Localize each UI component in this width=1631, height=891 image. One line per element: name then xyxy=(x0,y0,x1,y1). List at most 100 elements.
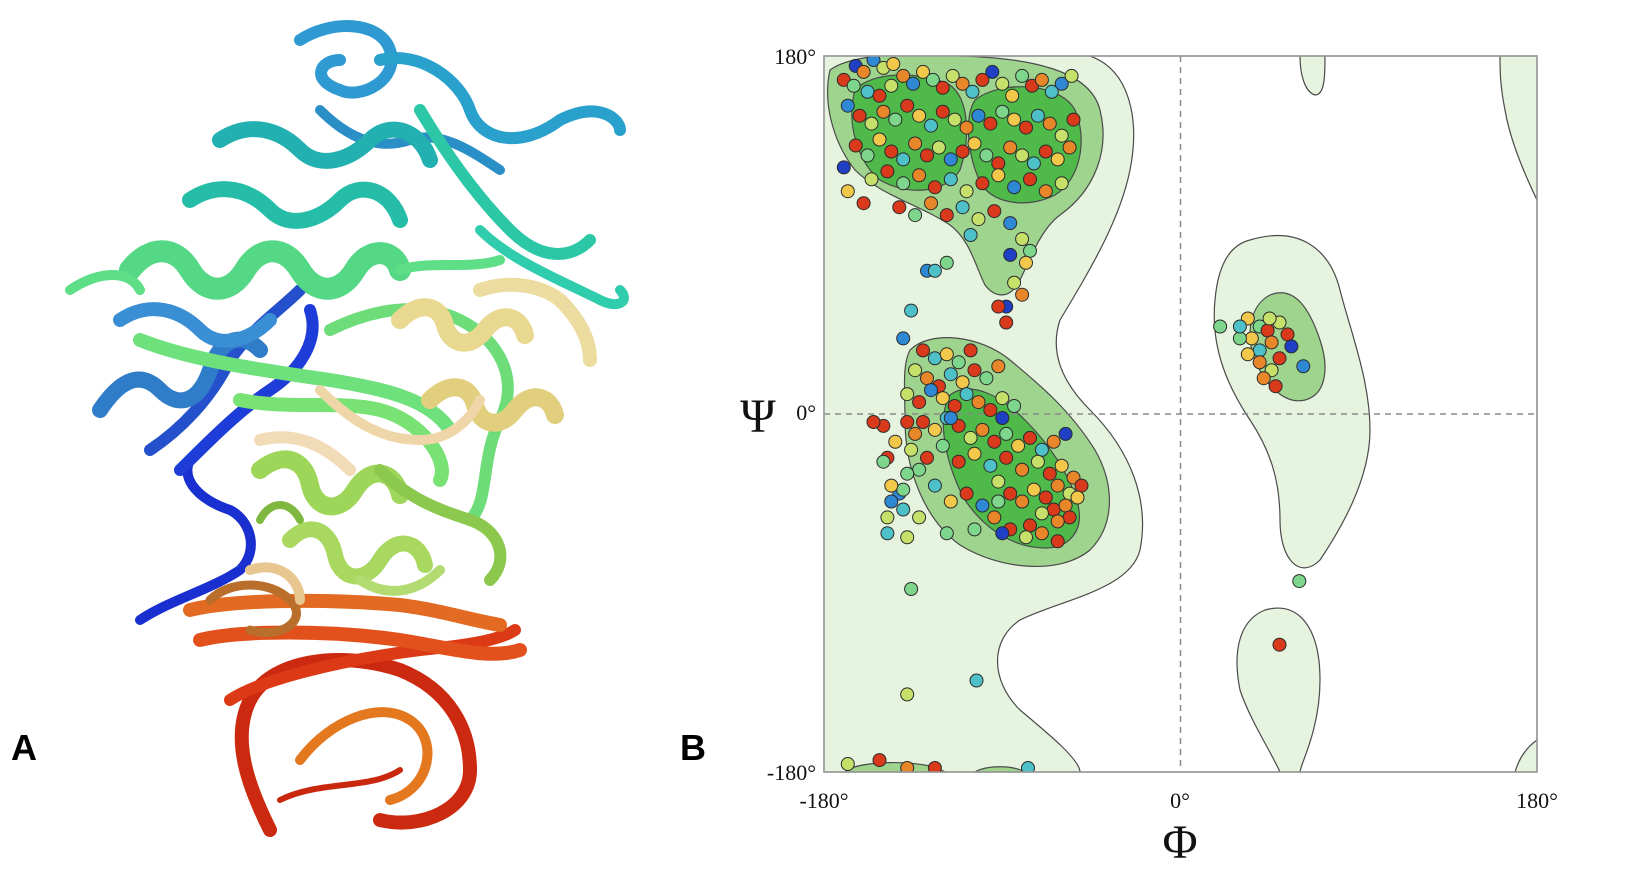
residue-point xyxy=(975,72,990,87)
residue-point xyxy=(939,347,954,362)
residue-point xyxy=(1064,68,1079,83)
residue-point xyxy=(969,673,984,688)
residue-point xyxy=(1050,152,1065,167)
residue-point xyxy=(927,422,942,437)
residue-point xyxy=(943,152,958,167)
residue-point xyxy=(904,303,919,318)
residue-point xyxy=(1292,574,1307,589)
residue-point xyxy=(995,391,1010,406)
residue-point xyxy=(991,494,1006,509)
residue-point xyxy=(900,687,915,702)
residue-point xyxy=(967,363,982,378)
residue-point xyxy=(959,120,974,135)
residue-point xyxy=(1272,351,1287,366)
residue-point xyxy=(1260,323,1275,338)
residue-point xyxy=(1066,112,1081,127)
residue-point xyxy=(1244,331,1259,346)
residue-point xyxy=(943,172,958,187)
residue-point xyxy=(987,510,1002,525)
residue-point xyxy=(900,98,915,113)
residue-point xyxy=(955,144,970,159)
residue-point xyxy=(1034,506,1049,521)
residue-point xyxy=(896,152,911,167)
residue-point xyxy=(927,263,942,278)
residue-point xyxy=(896,68,911,83)
residue-point xyxy=(892,200,907,215)
general-region-bottom-right-corner xyxy=(1514,739,1537,772)
residue-point xyxy=(991,359,1006,374)
residue-point xyxy=(943,411,958,425)
residue-point xyxy=(979,371,994,386)
residue-point xyxy=(1023,243,1037,258)
residue-point xyxy=(908,426,923,441)
general-region-right-edge xyxy=(1499,56,1537,201)
residue-point xyxy=(927,180,942,195)
residue-point xyxy=(947,399,962,413)
residue-point xyxy=(975,422,990,437)
residue-point xyxy=(987,204,1002,219)
residue-point xyxy=(1252,343,1267,358)
residue-point xyxy=(991,168,1006,183)
residue-point xyxy=(995,104,1010,119)
residue-point xyxy=(1026,482,1041,497)
residue-point xyxy=(1050,514,1065,529)
residue-point xyxy=(991,299,1006,314)
residue-point xyxy=(1046,434,1061,449)
residue-point xyxy=(1015,494,1030,509)
residue-point xyxy=(1015,232,1030,246)
residue-point xyxy=(1007,275,1022,290)
residue-point xyxy=(1023,172,1037,187)
general-region-top-right xyxy=(1299,56,1326,96)
residue-point xyxy=(924,196,938,211)
residue-point xyxy=(900,761,915,772)
residue-point xyxy=(900,415,915,429)
residue-point xyxy=(1003,247,1018,262)
residue-point xyxy=(880,526,895,541)
residue-point xyxy=(840,184,855,199)
residue-point xyxy=(943,494,958,509)
residue-point xyxy=(1050,534,1065,549)
residue-point xyxy=(999,426,1014,441)
residue-point xyxy=(995,411,1010,425)
residue-point xyxy=(1213,319,1228,334)
residue-point xyxy=(1007,180,1022,195)
residue-point xyxy=(939,208,954,223)
residue-point xyxy=(971,212,986,227)
residue-point xyxy=(856,64,871,79)
panel-a-label: A xyxy=(11,727,37,768)
residue-point xyxy=(1023,518,1037,533)
residue-point xyxy=(886,57,901,71)
residue-point xyxy=(1023,430,1037,445)
residue-point xyxy=(852,108,867,123)
residue-point xyxy=(1284,339,1299,354)
residue-point xyxy=(908,136,923,151)
ramachandran-plot: 180° 0° -180° -180° 0° 180° Ψ Φ xyxy=(740,44,1558,869)
residue-point xyxy=(935,80,950,95)
residue-point xyxy=(836,160,851,175)
residue-point xyxy=(900,466,915,481)
residue-point xyxy=(1268,379,1283,394)
residue-point xyxy=(935,391,950,406)
x-axis-label: Φ xyxy=(1162,816,1197,869)
residue-point xyxy=(959,486,974,501)
residue-point xyxy=(979,148,994,163)
residue-point xyxy=(1034,442,1049,457)
y-tick-mid: 0° xyxy=(796,400,816,425)
residue-point xyxy=(880,510,895,525)
residue-point xyxy=(959,184,974,199)
residue-point xyxy=(864,172,879,187)
residue-point xyxy=(840,98,855,113)
residue-point xyxy=(896,331,911,346)
residue-point xyxy=(967,446,982,461)
residue-point xyxy=(876,454,891,469)
residue-point xyxy=(884,478,899,493)
residue-point xyxy=(975,176,990,191)
residue-point xyxy=(991,156,1006,171)
residue-point xyxy=(1062,140,1077,155)
residue-point xyxy=(1046,502,1061,517)
residue-point xyxy=(945,68,960,83)
residue-point xyxy=(888,434,903,449)
residue-point xyxy=(1232,331,1247,346)
residue-point xyxy=(908,363,923,378)
residue-point xyxy=(1042,116,1057,131)
